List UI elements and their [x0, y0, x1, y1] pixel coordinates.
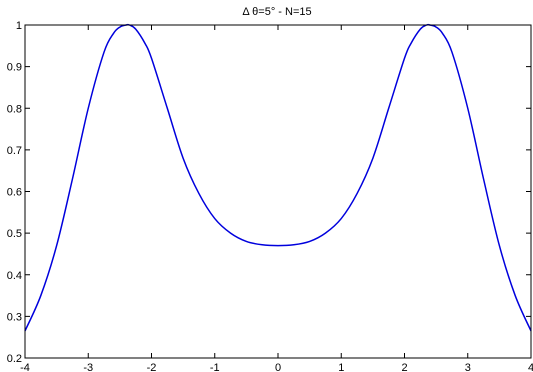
- x-tick-label: 2: [401, 362, 407, 372]
- x-tick-label: -1: [210, 362, 220, 372]
- x-tick-label: -2: [147, 362, 157, 372]
- y-tick-label: 0.3: [7, 311, 22, 323]
- y-tick-label: 0.5: [7, 228, 22, 240]
- y-tick-label: 0.8: [7, 103, 22, 115]
- x-tick-label: 3: [465, 362, 471, 372]
- y-tick-label: 0.9: [7, 62, 22, 74]
- y-tick-label: 0.6: [7, 187, 22, 199]
- chart-title: Δ θ=5° - N=15: [242, 6, 311, 18]
- axes-box: [24, 24, 532, 359]
- y-tick-label: 0.2: [7, 353, 22, 365]
- series-line: [24, 23, 532, 332]
- x-axis: -4 -3 -2 -1 0 1 2 3 4: [20, 25, 533, 372]
- x-tick-label: 0: [275, 362, 281, 372]
- x-tick-label: 1: [338, 362, 344, 372]
- series-layer: [24, 23, 532, 332]
- y-tick-label: 0.7: [7, 145, 22, 157]
- x-tick-label: 4: [528, 362, 533, 372]
- y-tick-label: 0.4: [7, 270, 22, 282]
- y-axis: 0.2 0.3 0.4 0.5 0.6 0.7 0.8 0.9 1: [7, 20, 531, 365]
- x-tick-label: -3: [83, 362, 93, 372]
- y-tick-label: 1: [16, 20, 22, 32]
- x-tick-label: -4: [20, 362, 30, 372]
